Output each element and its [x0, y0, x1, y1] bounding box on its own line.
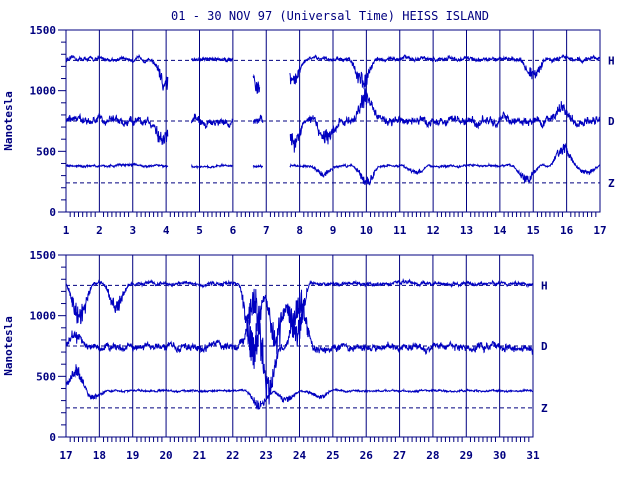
x-tick-label: 8 — [296, 224, 303, 237]
chart-title: 01 - 30 NOV 97 (Universal Time) HEISS IS… — [171, 9, 489, 23]
x-tick-label: 11 — [393, 224, 407, 237]
y-tick-label: 500 — [36, 370, 56, 383]
x-tick-label: 22 — [226, 449, 239, 462]
x-tick-label: 9 — [330, 224, 337, 237]
x-tick-label: 24 — [293, 449, 307, 462]
x-tick-label: 17 — [593, 224, 606, 237]
series-z-trace — [65, 142, 601, 186]
series-h-trace — [65, 53, 601, 94]
x-tick-label: 16 — [560, 224, 574, 237]
y-tick-label: 1000 — [30, 85, 57, 98]
x-tick-label: 21 — [193, 449, 207, 462]
x-tick-label: 5 — [196, 224, 203, 237]
y-tick-label: 0 — [49, 206, 56, 219]
y-tick-label: 0 — [49, 431, 56, 444]
series-d-trace — [65, 87, 601, 153]
component-label-z: Z — [541, 402, 548, 415]
component-label-z: Z — [608, 177, 615, 190]
x-tick-label: 4 — [163, 224, 170, 237]
series-h-trace — [65, 278, 534, 369]
x-tick-label: 2 — [96, 224, 103, 237]
x-tick-label: 6 — [230, 224, 237, 237]
x-tick-label: 23 — [260, 449, 273, 462]
x-tick-label: 27 — [393, 449, 406, 462]
x-tick-label: 15 — [527, 224, 540, 237]
x-tick-label: 1 — [63, 224, 70, 237]
x-tick-label: 28 — [426, 449, 439, 462]
y-tick-label: 1000 — [30, 310, 57, 323]
panel-lower: 17 18 19 20 21 22 23 24 25 26 27 28 29 30 31 0 500 1000 15… — [2, 249, 548, 462]
x-tick-label: 20 — [159, 449, 172, 462]
x-tick-label: 3 — [129, 224, 136, 237]
series-d-trace — [65, 288, 534, 405]
panel-upper: 1 2 3 4 5 6 7 8 9 10 11 12 13 14 15 16 17050010001500Nan… — [2, 24, 615, 237]
x-tick-label: 19 — [126, 449, 139, 462]
y-axis-label: Nanotesla — [2, 91, 15, 151]
y-axis-label: Nanotesla — [2, 316, 15, 376]
x-tick-label: 31 — [526, 449, 540, 462]
y-tick-label: 1500 — [30, 24, 57, 37]
x-tick-label: 17 — [59, 449, 72, 462]
x-tick-label: 30 — [493, 449, 506, 462]
x-tick-label: 13 — [460, 224, 473, 237]
x-tick-label: 12 — [427, 224, 440, 237]
x-tick-label: 25 — [326, 449, 339, 462]
series-z-trace — [65, 364, 534, 410]
y-tick-label: 500 — [36, 145, 56, 158]
x-tick-label: 26 — [360, 449, 374, 462]
x-tick-label: 29 — [460, 449, 473, 462]
x-tick-label: 7 — [263, 224, 270, 237]
y-tick-label: 1500 — [30, 249, 57, 262]
component-label-h: H — [608, 54, 615, 67]
x-tick-label: 18 — [93, 449, 106, 462]
component-label-d: D — [608, 115, 615, 128]
x-tick-label: 10 — [360, 224, 373, 237]
component-label-h: H — [541, 279, 548, 292]
x-tick-label: 14 — [493, 224, 507, 237]
component-label-d: D — [541, 340, 548, 353]
